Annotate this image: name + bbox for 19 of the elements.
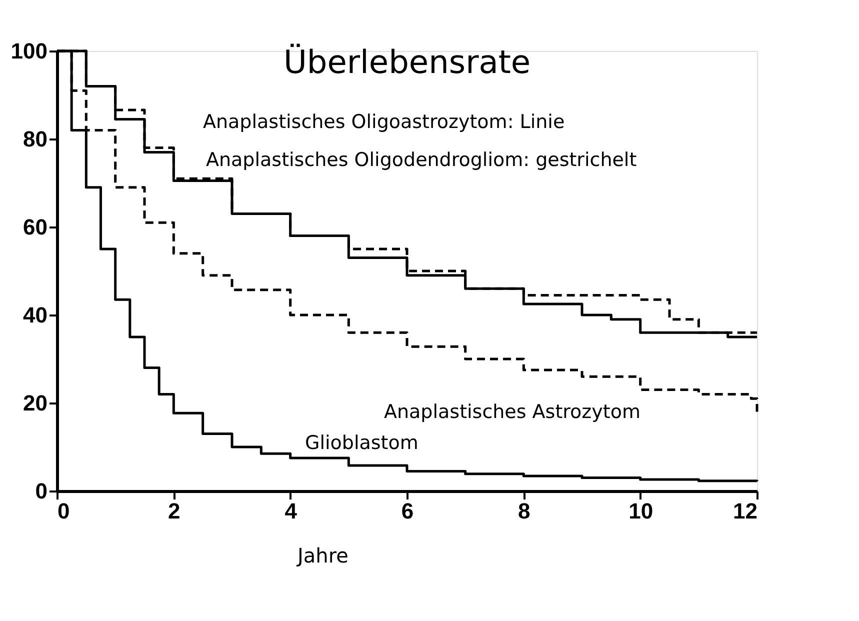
x-tick-label: 0 [58, 498, 70, 524]
y-tick-label: 40 [23, 302, 48, 328]
chart-title: Überlebensrate [283, 43, 531, 81]
y-tick-label: 100 [10, 38, 48, 64]
series-label: Glioblastom [305, 432, 418, 454]
x-tick-label: 2 [168, 498, 180, 524]
y-tick-label: 0 [35, 478, 48, 504]
y-tick-label: 20 [23, 390, 48, 416]
x-tick-label: 10 [628, 498, 654, 524]
series-label: Anaplastisches Oligoastrozytom: Linie [203, 111, 565, 133]
x-tick-label: 12 [733, 498, 758, 524]
x-tick-label: 4 [284, 498, 298, 524]
x-axis-title: Jahre [296, 544, 348, 568]
x-tick-label: 8 [518, 498, 530, 524]
y-tick-label: 60 [23, 214, 48, 240]
y-tick-label: 80 [23, 126, 48, 152]
series-label: Anaplastisches Astrozytom [384, 401, 640, 423]
x-tick-label: 6 [401, 498, 414, 524]
series-label: Anaplastisches Oligodendrogliom: gestrichelt [206, 149, 637, 171]
